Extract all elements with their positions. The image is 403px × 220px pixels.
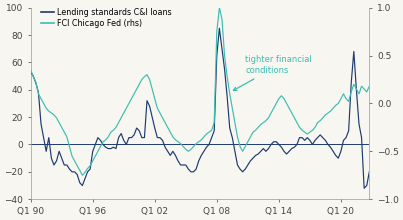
- Legend: Lending standards C&I loans, FCI Chicago Fed (rhs): Lending standards C&I loans, FCI Chicago…: [42, 8, 171, 28]
- Text: tighter financial
conditions: tighter financial conditions: [233, 55, 312, 90]
